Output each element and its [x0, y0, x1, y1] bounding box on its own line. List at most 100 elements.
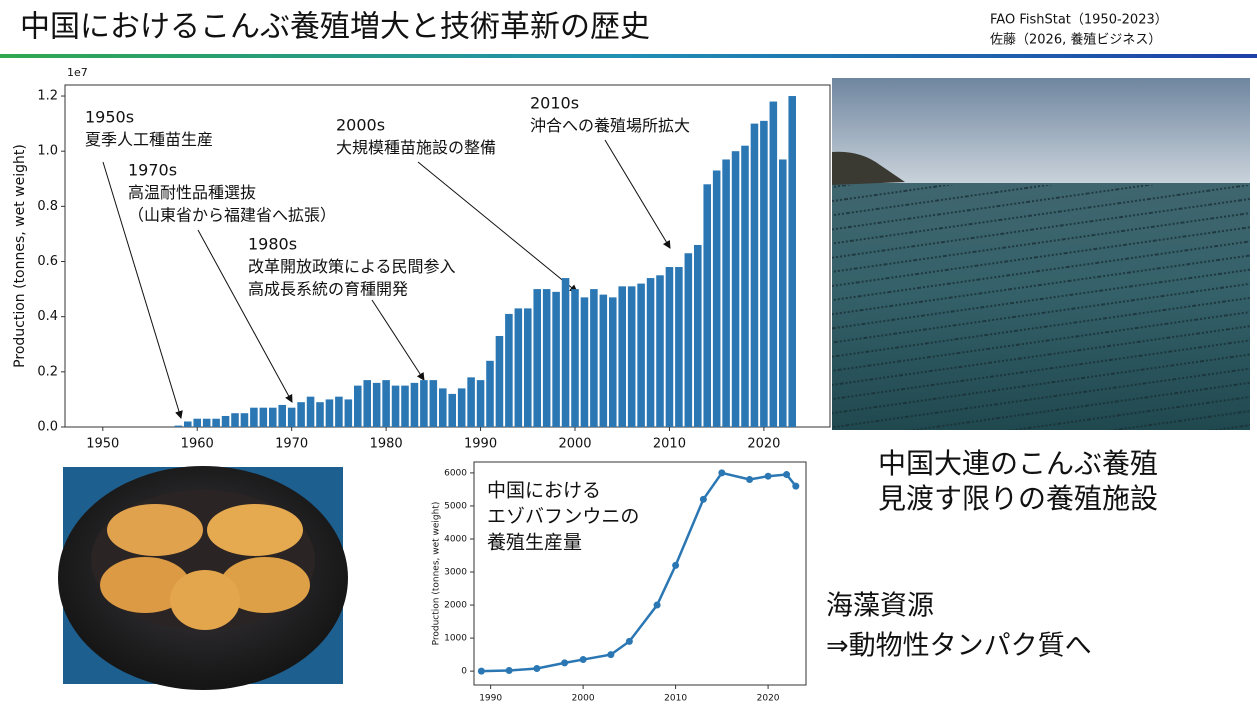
x-tick-label: 2020 — [747, 437, 780, 452]
chart-title: 養殖生産量 — [487, 532, 582, 554]
bar — [335, 396, 343, 427]
bar — [646, 278, 655, 427]
annotation: 2000s — [336, 116, 385, 135]
point — [653, 601, 661, 609]
point — [561, 659, 569, 667]
bar — [410, 382, 419, 427]
bar — [580, 297, 589, 427]
point — [607, 651, 615, 659]
point — [746, 476, 754, 484]
bar — [354, 385, 362, 427]
point — [672, 561, 680, 569]
point — [718, 469, 726, 477]
bar — [297, 402, 305, 427]
point — [699, 495, 707, 503]
y-tick-label: 1.0 — [37, 144, 58, 159]
point — [477, 667, 485, 675]
y-tick-label: 0.0 — [37, 420, 58, 435]
annotation: 沖合への養殖場所拡大 — [530, 116, 690, 135]
bar — [760, 120, 768, 428]
bar — [240, 413, 249, 427]
bar — [675, 267, 683, 427]
y-tick-label: 6000 — [444, 468, 467, 478]
photo-caption: 見渡す限りの養殖施設 — [878, 482, 1158, 515]
bar — [731, 151, 740, 427]
bar — [476, 380, 485, 427]
bar — [278, 404, 286, 427]
annotation: 大規模種苗施設の整備 — [336, 138, 496, 157]
bar — [382, 380, 390, 427]
y-tick-label: 1.2 — [37, 89, 58, 104]
bar — [325, 399, 334, 427]
point — [764, 472, 772, 480]
bar — [467, 377, 475, 427]
source: 佐藤（2026, 養殖ビジネス） — [990, 32, 1161, 48]
point — [579, 656, 587, 664]
bar — [401, 385, 409, 427]
x-tick-label: 1960 — [181, 437, 214, 452]
y-tick-label: 0 — [461, 667, 467, 677]
annotation: 1980s — [248, 235, 297, 254]
y-axis-label: Production (tonnes, wet weight) — [12, 144, 28, 368]
bar — [750, 123, 759, 427]
bar — [448, 393, 456, 427]
annotation: 高成長系統の育種開発 — [248, 280, 408, 299]
bar — [788, 96, 796, 427]
bar — [486, 360, 494, 427]
y-tick-label: 4000 — [444, 534, 467, 544]
bar — [779, 159, 787, 427]
bar — [174, 425, 183, 427]
bar — [420, 380, 428, 427]
point — [783, 471, 791, 479]
bar — [495, 335, 504, 427]
bar — [269, 407, 277, 427]
bar — [306, 396, 315, 427]
y-tick-label: 1000 — [444, 634, 467, 644]
annotation: 夏季人工種苗生産 — [85, 130, 213, 149]
bar — [514, 308, 523, 427]
bar — [684, 253, 693, 427]
slide-title: 中国におけるこんぶ養殖増大と技術革新の歴史 — [20, 10, 650, 45]
bar — [665, 267, 674, 427]
y-tick-label: 3000 — [444, 568, 467, 578]
bar — [552, 291, 560, 427]
x-tick-label: 2020 — [757, 694, 780, 704]
point — [533, 664, 541, 672]
x-tick-label: 2000 — [572, 694, 595, 704]
bar — [363, 380, 371, 427]
y-tick-label: 5000 — [444, 501, 467, 511]
plot-frame — [473, 461, 807, 686]
point — [625, 637, 633, 645]
annotation: 改革開放政策による民間参入 — [248, 257, 456, 276]
annotation: 2010s — [530, 94, 579, 113]
x-tick-label: 1990 — [464, 437, 497, 452]
plot-frame — [64, 84, 831, 428]
chart-title: 中国における — [487, 480, 601, 502]
bar — [618, 286, 626, 427]
bar — [316, 402, 324, 427]
bar — [609, 297, 617, 427]
line — [481, 471, 797, 673]
bar — [703, 184, 711, 427]
annotation-arrows — [102, 139, 671, 419]
bar — [193, 418, 201, 427]
bar — [231, 413, 239, 427]
annotation: 1970s — [128, 161, 177, 180]
bar — [250, 407, 258, 427]
y-tick-label: 0.2 — [37, 364, 58, 379]
photo-caption: 中国大連のこんぶ養殖 — [878, 447, 1158, 480]
bar — [599, 294, 608, 427]
point — [505, 666, 513, 674]
x-tick-label: 1980 — [370, 437, 403, 452]
urchin-photo — [58, 466, 348, 690]
x-tick-label: 1990 — [479, 694, 502, 704]
x-tick-label: 2010 — [653, 437, 686, 452]
bar — [344, 399, 353, 427]
message: ⇒動物性タンパク質へ — [826, 631, 1092, 662]
bar — [391, 385, 400, 427]
bar — [533, 289, 541, 427]
bar — [505, 313, 513, 427]
bar — [524, 308, 532, 427]
x-tick-label: 1970 — [275, 437, 308, 452]
x-tick-label: 2000 — [558, 437, 591, 452]
